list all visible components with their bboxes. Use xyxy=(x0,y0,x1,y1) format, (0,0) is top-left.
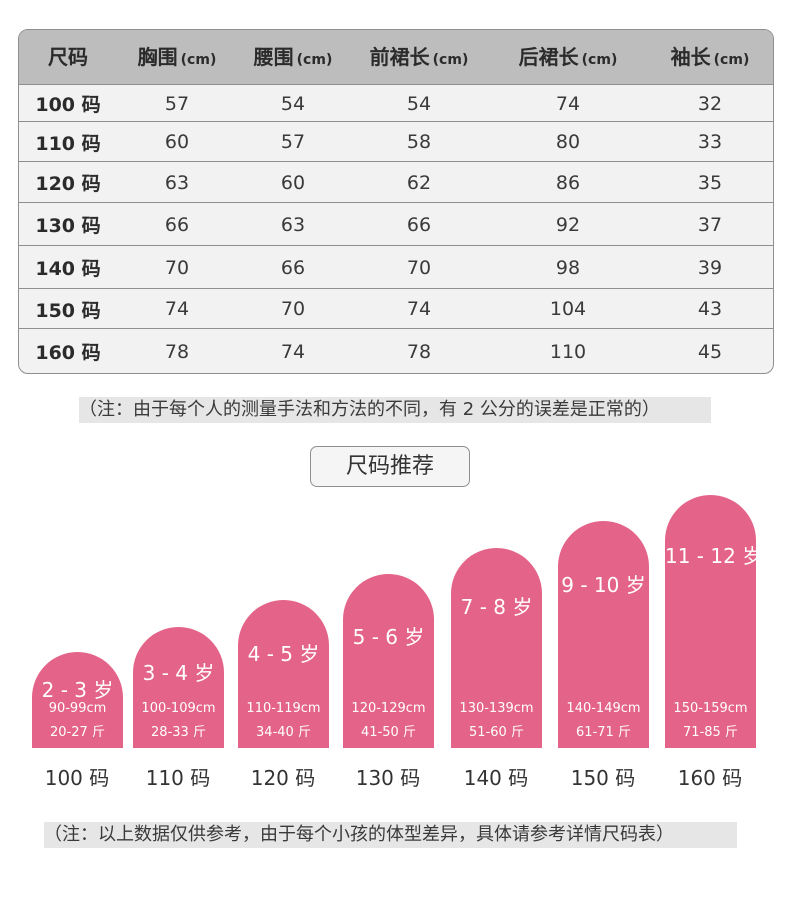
value-cell: 86 xyxy=(555,171,581,194)
size-table: 尺码 胸围 (cm) 腰围 (cm) 前裙长 (cm) 后裙长 (cm) 袖长 (cm) … xyxy=(18,29,774,374)
table-row: 150 码 74 70 74 104 43 xyxy=(19,288,773,329)
note-measurement: （注：由于每个人的测量手法和方法的不同，有 2 公分的误差是正常的） xyxy=(79,397,711,423)
value-cell: 66 xyxy=(164,213,190,236)
size-bar: 11 - 12 岁 150-159cm 71-85 斤 xyxy=(665,495,763,748)
value-cell: 54 xyxy=(280,92,306,115)
header-front-length: 前裙长 (cm) xyxy=(369,45,469,69)
size-label: 160 码 xyxy=(677,766,743,790)
table-row: 100 码 57 54 54 74 32 xyxy=(19,84,773,122)
value-cell: 104 xyxy=(549,298,587,320)
size-cell: 130 码 xyxy=(35,215,101,237)
value-cell: 70 xyxy=(280,298,306,320)
value-cell: 58 xyxy=(406,131,432,153)
size-cell: 110 码 xyxy=(35,132,101,155)
value-cell: 74 xyxy=(164,298,190,320)
age-label: 2 - 3 岁 xyxy=(41,678,114,702)
value-cell: 74 xyxy=(406,298,432,320)
age-label: 4 - 5 岁 xyxy=(247,642,320,666)
size-bar: 4 - 5 岁 110-119cm 34-40 斤 xyxy=(238,600,329,748)
height-range: 110-119cm xyxy=(246,701,321,716)
size-label: 150 码 xyxy=(570,766,636,790)
value-cell: 43 xyxy=(697,298,723,320)
value-cell: 110 xyxy=(549,340,587,363)
value-cell: 37 xyxy=(697,213,723,236)
age-label: 3 - 4 岁 xyxy=(142,661,215,685)
weight-range: 41-50 斤 xyxy=(361,725,416,740)
weight-range: 71-85 斤 xyxy=(683,725,738,740)
height-range: 140-149cm xyxy=(566,701,641,716)
height-range: 90-99cm xyxy=(48,701,107,716)
age-label: 7 - 8 岁 xyxy=(460,595,533,619)
table-row: 110 码 60 57 58 80 33 xyxy=(19,121,773,162)
size-label: 140 码 xyxy=(463,766,529,790)
size-bar: 3 - 4 岁 100-109cm 28-33 斤 xyxy=(133,627,224,748)
size-bar: 2 - 3 岁 90-99cm 20-27 斤 xyxy=(32,652,123,748)
table-row: 120 码 63 60 62 86 35 xyxy=(19,161,773,203)
value-cell: 60 xyxy=(280,171,306,194)
table-header: 尺码 胸围 (cm) 腰围 (cm) 前裙长 (cm) 后裙长 (cm) 袖长 (cm) xyxy=(19,30,773,84)
value-cell: 63 xyxy=(280,213,306,236)
size-bar: 7 - 8 岁 130-139cm 51-60 斤 xyxy=(451,548,542,748)
value-cell: 62 xyxy=(406,171,432,194)
value-cell: 74 xyxy=(555,92,581,115)
header-back-length: 后裙长 (cm) xyxy=(518,45,618,69)
value-cell: 57 xyxy=(164,92,190,115)
value-cell: 92 xyxy=(555,213,581,236)
weight-range: 20-27 斤 xyxy=(50,725,105,740)
weight-range: 51-60 斤 xyxy=(469,725,524,740)
header-sleeve: 袖长 (cm) xyxy=(670,45,750,69)
value-cell: 60 xyxy=(164,131,190,153)
size-cell: 100 码 xyxy=(35,94,101,116)
value-cell: 35 xyxy=(697,171,723,194)
value-cell: 66 xyxy=(280,256,306,279)
height-range: 100-109cm xyxy=(141,701,216,716)
table-row: 140 码 70 66 70 98 39 xyxy=(19,245,773,289)
value-cell: 78 xyxy=(164,340,190,363)
header-size: 尺码 xyxy=(48,45,88,69)
weight-range: 34-40 斤 xyxy=(256,725,311,740)
value-cell: 70 xyxy=(406,256,432,279)
weight-range: 28-33 斤 xyxy=(151,725,206,740)
value-cell: 66 xyxy=(406,213,432,236)
table-row: 160 码 78 74 78 110 45 xyxy=(19,328,773,373)
age-label: 9 - 10 岁 xyxy=(561,573,646,597)
value-cell: 45 xyxy=(697,340,723,363)
value-cell: 57 xyxy=(280,131,306,153)
age-label: 11 - 12 岁 xyxy=(665,544,763,568)
size-label: 100 码 xyxy=(44,766,110,790)
size-cell: 160 码 xyxy=(35,342,101,364)
size-cell: 140 码 xyxy=(35,258,101,280)
value-cell: 98 xyxy=(555,256,581,279)
value-cell: 80 xyxy=(555,131,581,153)
size-cell: 120 码 xyxy=(35,173,101,195)
value-cell: 33 xyxy=(697,131,723,153)
value-cell: 54 xyxy=(406,92,432,115)
value-cell: 32 xyxy=(697,92,723,115)
size-bar: 5 - 6 岁 120-129cm 41-50 斤 xyxy=(343,574,434,748)
weight-range: 61-71 斤 xyxy=(576,725,631,740)
value-cell: 39 xyxy=(697,256,723,279)
recommend-title: 尺码推荐 xyxy=(310,446,470,487)
size-label: 120 码 xyxy=(250,766,316,790)
size-cell: 150 码 xyxy=(35,299,101,322)
header-chest: 胸围 (cm) xyxy=(137,45,217,69)
note-reference: （注：以上数据仅供参考，由于每个小孩的体型差异，具体请参考详情尺码表） xyxy=(44,822,737,848)
height-range: 150-159cm xyxy=(673,701,748,716)
value-cell: 63 xyxy=(164,171,190,194)
height-range: 120-129cm xyxy=(351,701,426,716)
size-bar: 9 - 10 岁 140-149cm 61-71 斤 xyxy=(558,521,649,748)
height-range: 130-139cm xyxy=(459,701,534,716)
value-cell: 70 xyxy=(164,256,190,279)
size-label: 130 码 xyxy=(355,766,421,790)
value-cell: 78 xyxy=(406,340,432,363)
table-row: 130 码 66 63 66 92 37 xyxy=(19,202,773,246)
header-waist: 腰围 (cm) xyxy=(253,45,333,69)
size-label: 110 码 xyxy=(145,766,211,790)
value-cell: 74 xyxy=(280,340,306,363)
age-label: 5 - 6 岁 xyxy=(352,625,425,649)
